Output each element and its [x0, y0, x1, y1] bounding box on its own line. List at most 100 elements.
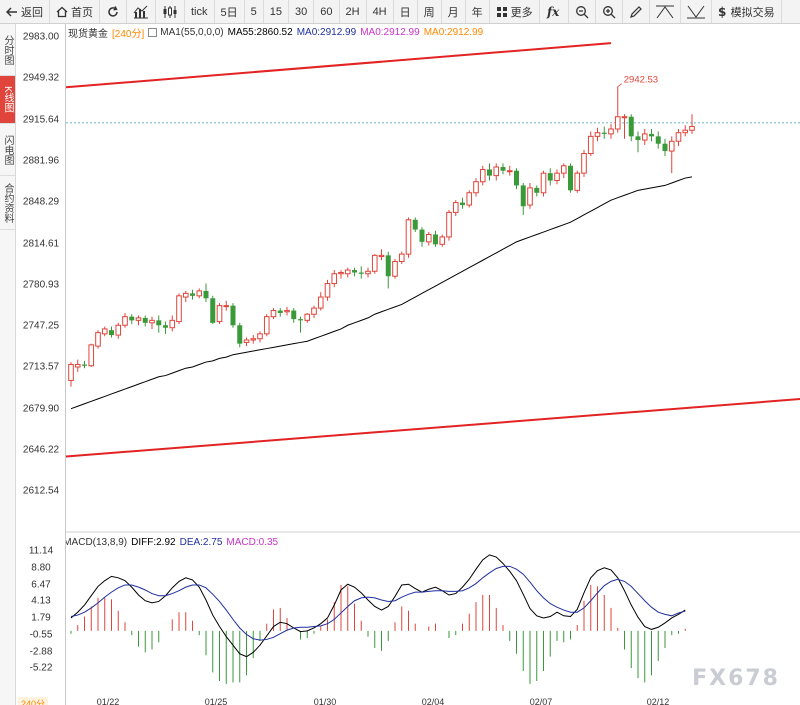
- candle-body: [163, 325, 168, 328]
- formula-button[interactable]: fx: [540, 0, 569, 23]
- home-button[interactable]: 首页: [50, 0, 100, 23]
- date-tick-label: 02/07: [529, 697, 553, 705]
- macd-tick-label: 1.79: [31, 612, 51, 624]
- candle-body: [581, 153, 587, 174]
- candle-body: [365, 270, 371, 275]
- down-triangle-button[interactable]: [681, 0, 712, 23]
- ma0-label-c: MA0:2912.99: [423, 27, 484, 38]
- side-tab-2[interactable]: 闪电图: [0, 124, 15, 176]
- candle-body: [425, 233, 432, 243]
- period-4h[interactable]: 4H: [367, 0, 394, 23]
- macd-tick-label: 4.13: [31, 595, 51, 607]
- candles-button[interactable]: [156, 0, 185, 23]
- settings-icon[interactable]: [148, 28, 158, 37]
- up-triangle-button[interactable]: [650, 0, 681, 23]
- macd-diff: DIFF:2.92: [131, 537, 176, 548]
- back-button[interactable]: 返回: [0, 0, 50, 23]
- candle-body: [675, 132, 682, 142]
- candle-body: [520, 185, 526, 207]
- candle-body: [587, 135, 594, 155]
- date-tick-label: 01/25: [204, 697, 228, 705]
- home-button-label: 首页: [71, 6, 93, 19]
- price-tick-label: 2915.64: [22, 114, 60, 126]
- triangle-down-icon: [686, 5, 705, 19]
- sim-trade-button[interactable]: $ 模拟交易: [712, 0, 782, 23]
- candle-body: [358, 272, 364, 274]
- candle-body: [196, 290, 203, 297]
- more-button[interactable]: 更多: [490, 0, 540, 23]
- period-month[interactable]: 月: [442, 0, 466, 23]
- candle-body: [641, 133, 648, 141]
- candle-body: [601, 132, 607, 134]
- candle-body: [655, 136, 661, 144]
- side-tab-3[interactable]: 合约资料: [0, 176, 15, 230]
- period-30-label: 30: [295, 5, 308, 18]
- macd-tick-label: 8.80: [31, 562, 51, 574]
- period-60[interactable]: 60: [314, 0, 340, 23]
- price-tick-label: 2983.00: [22, 31, 60, 43]
- zoom-out-button[interactable]: [569, 0, 596, 23]
- period-year[interactable]: 年: [466, 0, 490, 23]
- candle-body: [446, 211, 452, 238]
- side-tab-0[interactable]: 分时图: [0, 24, 15, 76]
- candle-body: [487, 169, 492, 176]
- indicator-button[interactable]: [127, 0, 156, 23]
- candle-body: [95, 332, 101, 347]
- peak-marker: [617, 83, 622, 87]
- candle-body: [554, 172, 560, 182]
- candle-body: [568, 165, 573, 191]
- period-5[interactable]: 5: [245, 0, 264, 23]
- zoom-in-button[interactable]: [596, 0, 623, 23]
- side-tab-1[interactable]: K线图: [0, 76, 15, 124]
- draw-button[interactable]: [623, 0, 650, 23]
- svg-text:$: $: [718, 5, 726, 18]
- candle-body: [210, 298, 216, 323]
- period-15[interactable]: 15: [264, 0, 289, 23]
- candle-body: [614, 116, 621, 130]
- period-5d[interactable]: 5日: [215, 0, 245, 23]
- candle-body: [237, 325, 243, 344]
- candle-body: [311, 307, 317, 315]
- price-tick-label: 2679.90: [22, 403, 60, 415]
- candle-body: [190, 293, 195, 296]
- macd-tick-label: -2.88: [29, 646, 53, 657]
- candle-body: [88, 344, 95, 367]
- symbol-name: 现货黄金: [68, 29, 108, 40]
- candle-body: [452, 202, 459, 213]
- trend-line-1: [65, 398, 800, 458]
- candle-body: [352, 270, 357, 273]
- period-30[interactable]: 30: [289, 0, 315, 23]
- refresh-button[interactable]: [100, 0, 127, 23]
- candle-body: [412, 219, 418, 230]
- watermark: FX678: [692, 666, 780, 691]
- price-tick-label: 2646.22: [22, 444, 60, 456]
- candle-body: [176, 295, 182, 323]
- candlestick-icon: [162, 5, 178, 19]
- period-week[interactable]: 周: [418, 0, 442, 23]
- candle-body: [250, 338, 257, 341]
- candle-body: [203, 290, 209, 299]
- candle-body: [169, 319, 176, 329]
- candle-body: [534, 187, 540, 193]
- candle-body: [662, 143, 668, 152]
- tick-button[interactable]: tick: [185, 0, 215, 23]
- more-button-label: 更多: [510, 6, 533, 19]
- candle-body: [338, 272, 344, 275]
- candle-body: [149, 319, 155, 324]
- macd-dea: DEA:2.75: [179, 537, 223, 548]
- macd-tick-label: 11.14: [28, 545, 54, 557]
- period-day[interactable]: 日: [394, 0, 418, 23]
- candle-body: [115, 324, 122, 336]
- zoom-in-icon: [602, 5, 616, 19]
- period-2h-label: 2H: [345, 5, 360, 18]
- price-tick-label: 2780.93: [22, 279, 60, 291]
- candle-body: [635, 136, 641, 141]
- candle-body: [385, 255, 391, 277]
- price-tick-label: 2949.32: [22, 72, 60, 84]
- period-label[interactable]: [240分]: [112, 29, 145, 40]
- candle-body: [109, 330, 114, 336]
- candle-body: [122, 316, 128, 326]
- candle-body: [284, 310, 290, 313]
- period-2h[interactable]: 2H: [340, 0, 367, 23]
